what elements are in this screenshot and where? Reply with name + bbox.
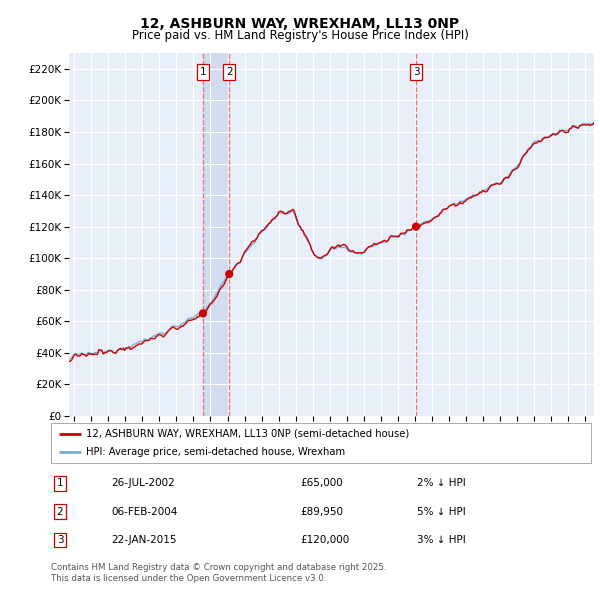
Text: 1: 1 — [200, 67, 206, 77]
Text: 3% ↓ HPI: 3% ↓ HPI — [417, 535, 466, 545]
Text: Contains HM Land Registry data © Crown copyright and database right 2025.
This d: Contains HM Land Registry data © Crown c… — [51, 563, 386, 583]
Text: 1: 1 — [56, 478, 64, 488]
Text: 12, ASHBURN WAY, WREXHAM, LL13 0NP: 12, ASHBURN WAY, WREXHAM, LL13 0NP — [140, 17, 460, 31]
Text: 3: 3 — [56, 535, 64, 545]
Text: 06-FEB-2004: 06-FEB-2004 — [111, 507, 178, 516]
Point — [224, 269, 234, 278]
Text: 12, ASHBURN WAY, WREXHAM, LL13 0NP (semi-detached house): 12, ASHBURN WAY, WREXHAM, LL13 0NP (semi… — [86, 429, 409, 439]
Text: £89,950: £89,950 — [300, 507, 343, 516]
Text: Price paid vs. HM Land Registry's House Price Index (HPI): Price paid vs. HM Land Registry's House … — [131, 30, 469, 42]
Text: £65,000: £65,000 — [300, 478, 343, 488]
Text: 3: 3 — [413, 67, 419, 77]
Text: 2: 2 — [226, 67, 233, 77]
Bar — [203, 53, 229, 416]
Text: £120,000: £120,000 — [300, 535, 349, 545]
Text: HPI: Average price, semi-detached house, Wrexham: HPI: Average price, semi-detached house,… — [86, 447, 345, 457]
Text: 2% ↓ HPI: 2% ↓ HPI — [417, 478, 466, 488]
Text: 26-JUL-2002: 26-JUL-2002 — [111, 478, 175, 488]
Text: 22-JAN-2015: 22-JAN-2015 — [111, 535, 176, 545]
Point — [411, 222, 421, 231]
Text: 2: 2 — [56, 507, 64, 516]
Point — [198, 309, 208, 318]
Text: 5% ↓ HPI: 5% ↓ HPI — [417, 507, 466, 516]
